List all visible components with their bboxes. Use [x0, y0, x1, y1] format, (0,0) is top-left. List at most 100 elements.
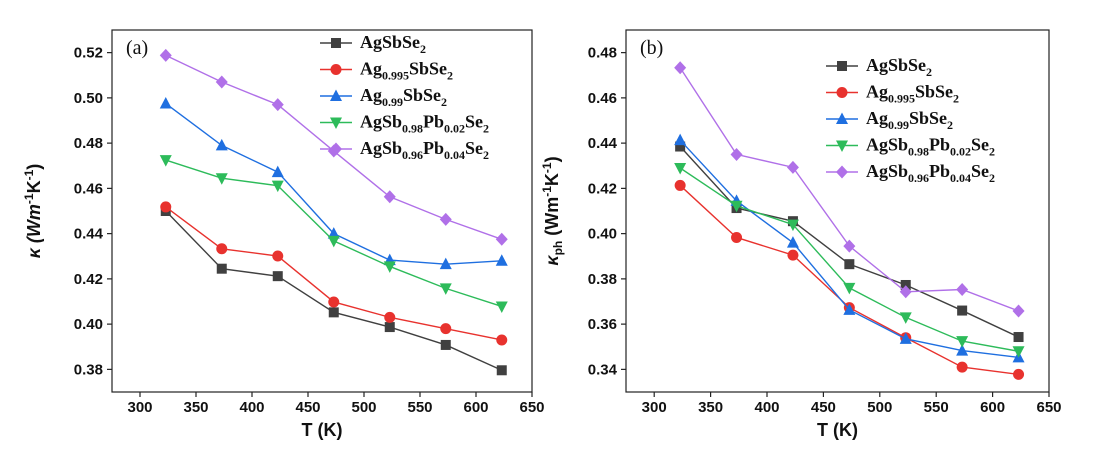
data-point: [159, 48, 172, 62]
panel-label: (a): [126, 37, 148, 59]
legend-item: Ag0.99SbSe2: [826, 108, 953, 132]
x-tick-label: 650: [519, 399, 544, 416]
data-point: [674, 179, 686, 191]
data-point: [439, 283, 452, 295]
legend-label: AgSbSe2: [360, 32, 426, 56]
data-point: [495, 301, 508, 313]
data-point: [328, 296, 340, 308]
data-point: [440, 339, 451, 350]
x-tick-label: 400: [754, 399, 779, 416]
legend-label: AgSb0.96Pb0.04Se2: [866, 161, 995, 185]
data-point: [159, 155, 172, 167]
legend-marker: [330, 142, 342, 156]
legend-item: AgSb0.98Pb0.02Se2: [826, 135, 995, 159]
y-tick-label: 0.46: [588, 90, 617, 107]
y-tick-label: 0.42: [74, 271, 103, 288]
x-tick-label: 450: [295, 399, 320, 416]
y-tick-label: 0.44: [74, 226, 104, 243]
y-tick-label: 0.48: [588, 45, 617, 62]
panel-label: (b): [640, 37, 663, 59]
data-point: [1012, 346, 1025, 358]
data-point: [216, 263, 227, 274]
data-point: [327, 227, 340, 239]
x-tick-label: 550: [924, 399, 949, 416]
data-point: [787, 249, 799, 261]
y-axis-label: κ (Wm-1K-1): [22, 164, 44, 259]
data-point: [439, 257, 452, 270]
data-point: [272, 271, 283, 282]
data-point: [160, 201, 172, 213]
legend-marker: [330, 117, 342, 129]
data-point: [957, 305, 968, 316]
x-tick-label: 400: [239, 399, 264, 416]
data-point: [674, 163, 687, 175]
data-point: [271, 98, 284, 112]
x-tick-label: 600: [980, 399, 1005, 416]
data-point: [956, 283, 969, 297]
data-point: [383, 261, 396, 273]
data-point: [1013, 368, 1025, 380]
y-tick-label: 0.46: [74, 180, 103, 197]
x-tick-label: 350: [698, 399, 723, 416]
legend-item: AgSb0.96Pb0.04Se2: [320, 138, 489, 162]
data-point: [272, 250, 284, 262]
plot-frame: [111, 29, 533, 393]
legend-marker: [837, 61, 847, 71]
legend-marker: [331, 38, 341, 48]
legend-item: AgSb0.98Pb0.02Se2: [320, 112, 489, 136]
series-3: [159, 155, 508, 313]
data-point: [271, 180, 284, 193]
series-3: [674, 163, 1025, 358]
legend-label: Ag0.995SbSe2: [360, 59, 453, 83]
data-point: [843, 282, 856, 295]
y-tick-label: 0.36: [588, 316, 617, 333]
data-point: [216, 243, 228, 255]
data-point: [956, 361, 968, 373]
legend-marker: [330, 64, 342, 75]
x-tick-label: 600: [463, 399, 488, 416]
x-tick-label: 300: [642, 399, 667, 416]
data-point: [439, 212, 452, 226]
data-point: [956, 336, 969, 348]
data-point: [786, 160, 799, 174]
data-point: [843, 239, 856, 253]
data-point: [159, 97, 172, 109]
legend-marker: [836, 112, 848, 124]
legend-label: Ag0.99SbSe2: [360, 85, 447, 109]
y-tick-label: 0.40: [74, 316, 103, 333]
y-tick-label: 0.50: [74, 90, 103, 107]
x-tick-label: 650: [1036, 399, 1061, 416]
plot-frame: [625, 29, 1050, 393]
legend-label: AgSb0.98Pb0.02Se2: [866, 135, 995, 159]
legend-marker: [836, 87, 848, 98]
x-axis-label: T (K): [302, 420, 343, 440]
data-point: [730, 147, 743, 161]
data-point: [844, 259, 855, 270]
data-point: [956, 344, 969, 356]
data-point: [843, 303, 856, 315]
data-point: [1012, 304, 1025, 318]
data-point: [674, 61, 687, 75]
data-point: [215, 173, 228, 185]
data-point: [495, 254, 508, 266]
data-point: [899, 285, 912, 299]
y-tick-label: 0.52: [74, 45, 103, 62]
x-tick-label: 300: [127, 399, 152, 416]
y-tick-label: 0.48: [74, 135, 103, 152]
data-point: [900, 279, 911, 290]
legend-label: AgSb0.96Pb0.04Se2: [360, 138, 489, 162]
data-point: [328, 307, 339, 318]
series-4: [674, 61, 1025, 318]
legend-marker: [836, 140, 848, 152]
data-point: [215, 138, 228, 151]
legend-item: Ag0.99SbSe2: [320, 85, 447, 109]
data-point: [731, 231, 743, 243]
data-point: [440, 323, 452, 335]
data-point: [786, 236, 799, 248]
series-0: [160, 206, 507, 376]
chart-panel-a: 300 350 400 450 500 550 600 650 0.38 0.40 0.42 0.44…: [22, 29, 545, 440]
data-point: [271, 165, 284, 178]
data-point: [899, 312, 912, 324]
series-line: [165, 206, 502, 341]
